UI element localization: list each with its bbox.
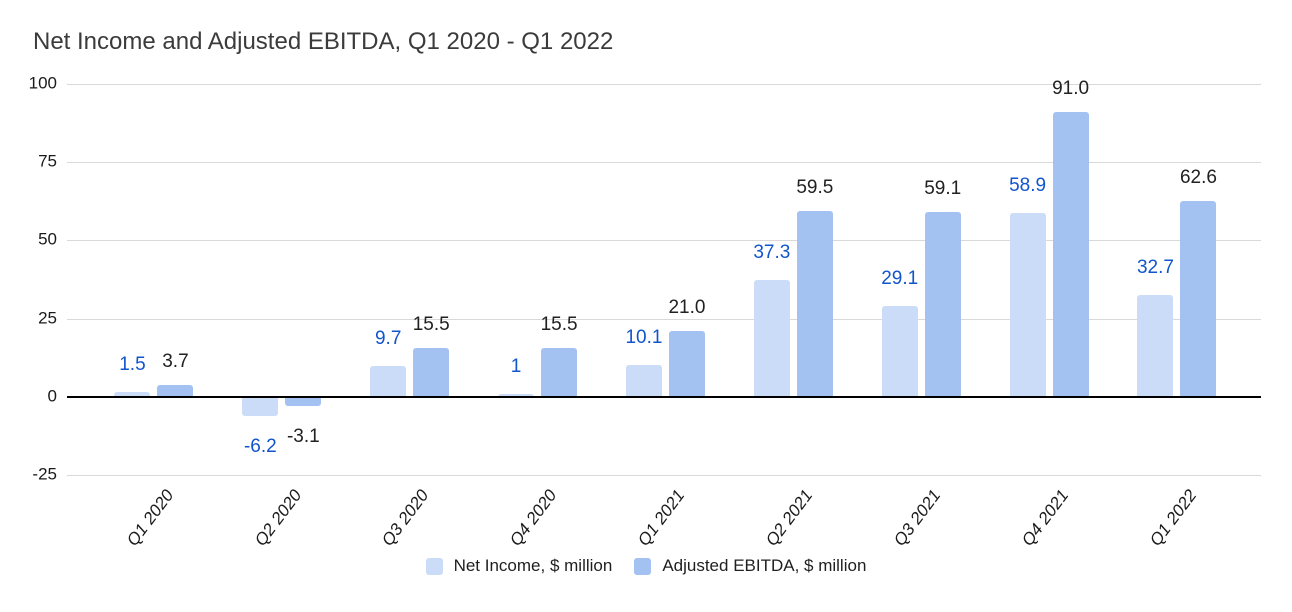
- x-axis-zero-line: [67, 395, 1261, 398]
- y-axis-tick-label: 75: [38, 151, 57, 171]
- legend-label-adjusted-ebitda: Adjusted EBITDA, $ million: [662, 556, 867, 575]
- gridline: [67, 240, 1261, 242]
- bar-adjusted-ebitda: [924, 211, 961, 398]
- x-axis-category-label: Q2 2021: [762, 486, 817, 550]
- bar-net-income: [1137, 294, 1174, 398]
- legend-swatch-adjusted-ebitda-icon: [634, 557, 652, 575]
- x-axis-category-label: Q2 2020: [250, 486, 305, 550]
- y-axis-tick-label: 0: [47, 386, 57, 406]
- gridline: [67, 84, 1261, 85]
- bar-net-income: [753, 280, 790, 398]
- bar-adjusted-ebitda: [668, 331, 705, 398]
- bar-value-label-net-income: 9.7: [374, 328, 402, 350]
- bar-value-label-adjusted-ebitda: 3.7: [162, 351, 189, 373]
- bar-net-income: [881, 305, 918, 398]
- bar-value-label-net-income: 58.9: [1009, 174, 1047, 196]
- x-axis-category-label: Q1 2020: [122, 486, 178, 550]
- bar-value-label-adjusted-ebitda: 59.1: [924, 177, 962, 199]
- gridline: [67, 162, 1261, 164]
- x-axis-category-label: Q4 2021: [1017, 486, 1073, 550]
- bar-net-income: [114, 392, 151, 398]
- bar-adjusted-ebitda: [285, 396, 322, 407]
- bar-net-income: [1009, 212, 1046, 398]
- y-axis-tick-label: 100: [28, 73, 57, 93]
- y-axis-tick-label: 25: [38, 308, 57, 328]
- bar-adjusted-ebitda: [796, 210, 833, 398]
- chart-legend: Net Income, $ million Adjusted EBITDA, $…: [0, 556, 1292, 576]
- y-axis-tick-label: 50: [38, 229, 57, 249]
- bar-value-label-adjusted-ebitda: 62.6: [1179, 166, 1217, 188]
- legend-swatch-net-income-icon: [425, 557, 443, 575]
- bar-net-income: [370, 366, 407, 398]
- bar-value-label-adjusted-ebitda: 59.5: [796, 176, 834, 198]
- bar-value-label-net-income: 1.5: [119, 354, 146, 376]
- legend-item-net-income: Net Income, $ million: [425, 556, 613, 576]
- gridline: [67, 475, 1261, 476]
- bar-net-income: [242, 396, 279, 417]
- y-axis-tick-label: -25: [32, 464, 57, 484]
- bar-value-label-net-income: 32.7: [1136, 256, 1174, 278]
- x-axis-category-label: Q4 2020: [506, 486, 561, 550]
- x-axis-category-label: Q1 2022: [1145, 486, 1201, 550]
- bar-adjusted-ebitda: [413, 348, 450, 398]
- bar-adjusted-ebitda: [1180, 200, 1217, 398]
- x-axis-category-label: Q3 2021: [889, 486, 945, 550]
- chart-title: Net Income and Adjusted EBITDA, Q1 2020 …: [33, 28, 614, 55]
- bar-value-label-adjusted-ebitda: 15.5: [540, 314, 578, 336]
- bar-value-label-net-income: 29.1: [881, 267, 919, 289]
- bar-value-label-net-income: 1: [510, 355, 522, 377]
- legend-item-adjusted-ebitda: Adjusted EBITDA, $ million: [634, 556, 866, 576]
- bar-value-label-net-income: -6.2: [243, 436, 277, 458]
- x-axis-category-label: Q1 2021: [634, 486, 689, 550]
- bar-value-label-adjusted-ebitda: -3.1: [286, 426, 320, 448]
- legend-label-net-income: Net Income, $ million: [453, 556, 613, 575]
- x-axis-category-label: Q3 2020: [378, 486, 433, 550]
- bar-value-label-net-income: 37.3: [753, 242, 791, 264]
- bar-net-income: [625, 365, 662, 398]
- bar-adjusted-ebitda: [1052, 112, 1089, 398]
- bar-net-income: [498, 393, 535, 398]
- bar-value-label-adjusted-ebitda: 15.5: [412, 314, 450, 336]
- bar-adjusted-ebitda: [541, 348, 578, 398]
- bar-value-label-adjusted-ebitda: 21.0: [668, 297, 706, 319]
- bar-value-label-adjusted-ebitda: 91.0: [1052, 78, 1090, 100]
- bar-value-label-net-income: 10.1: [625, 327, 663, 349]
- bar-adjusted-ebitda: [157, 385, 194, 398]
- gridline: [67, 318, 1261, 320]
